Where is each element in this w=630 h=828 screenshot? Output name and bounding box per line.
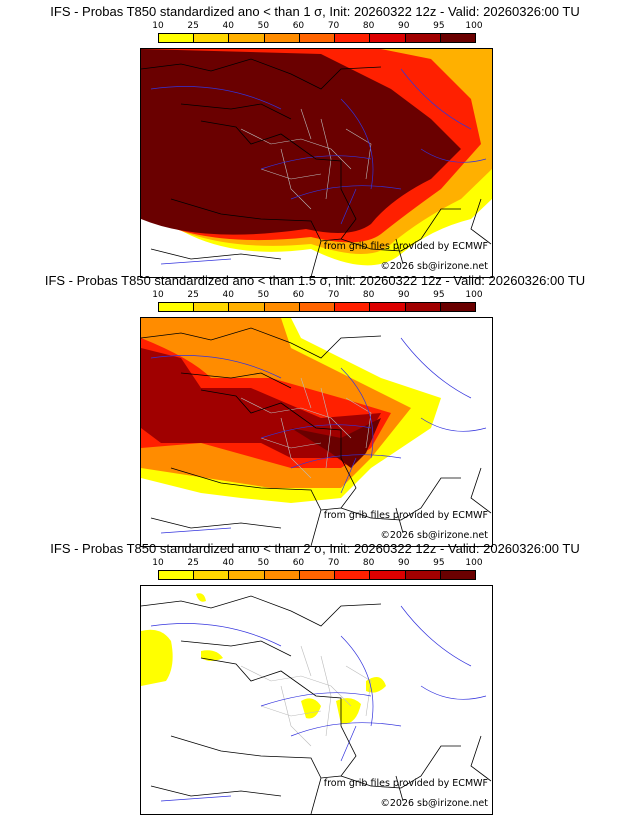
source-credit: from grib files provided by ECMWF	[323, 241, 488, 252]
colorbar-tick-label: 95	[433, 290, 445, 300]
colorbar	[158, 302, 476, 312]
colorbar-swatch	[159, 571, 195, 579]
colorbar-tick-label: 95	[433, 21, 445, 31]
copyright-credit: ©2026 sb@irizone.net	[380, 261, 488, 272]
colorbar-tick-label: 10	[152, 290, 164, 300]
panel-title: IFS - Probas T850 standardized ano < tha…	[50, 541, 580, 556]
colorbar-swatch	[194, 571, 230, 579]
colorbar-tick-label: 80	[362, 21, 375, 31]
colorbar-tick-label: 40	[222, 21, 234, 31]
colorbar-swatch	[335, 571, 371, 579]
colorbar-tick-label: 90	[398, 21, 410, 31]
colorbar-swatch	[264, 303, 300, 311]
source-credit: from grib files provided by ECMWF	[323, 778, 488, 789]
colorbar-swatch	[405, 571, 441, 579]
colorbar-tick-label: 50	[257, 290, 270, 300]
colorbar-tick-label: 10	[152, 558, 164, 568]
panel-title: IFS - Probas T850 standardized ano < tha…	[44, 273, 586, 288]
colorbar-swatch	[370, 571, 406, 579]
colorbar-tick-label: 70	[327, 290, 340, 300]
map-graphic	[141, 318, 492, 546]
colorbar-tick-label: 95	[433, 558, 445, 568]
colorbar-swatch	[264, 571, 300, 579]
colorbar-tick-label: 100	[465, 558, 483, 568]
colorbar-tick-label: 90	[398, 290, 410, 300]
colorbar-ticks: 10 25 40 50 60 70 80 90 95 100	[152, 21, 482, 32]
probability-map: from grib files provided by ECMWF ©2026 …	[140, 585, 493, 815]
colorbar-tick-label: 25	[187, 290, 199, 300]
colorbar-ticks: 10 25 40 50 60 70 80 90 95 100	[152, 558, 482, 569]
colorbar	[158, 33, 476, 43]
colorbar-ticks: 10 25 40 50 60 70 80 90 95 100	[152, 290, 482, 301]
map-graphic	[141, 586, 492, 814]
colorbar-swatch	[405, 34, 441, 42]
colorbar-swatch	[440, 571, 475, 579]
copyright-credit: ©2026 sb@irizone.net	[380, 798, 488, 809]
forecast-panel-2: IFS - Probas T850 standardized ano < tha…	[0, 269, 630, 547]
colorbar-swatch	[335, 303, 371, 311]
colorbar-swatch	[299, 571, 336, 579]
colorbar-swatch	[159, 34, 195, 42]
colorbar-tick-label: 60	[292, 558, 305, 568]
colorbar-tick-label: 100	[465, 290, 483, 300]
colorbar-swatch	[440, 303, 475, 311]
probability-map: from grib files provided by ECMWF ©2026 …	[140, 317, 493, 547]
colorbar-swatch	[194, 34, 230, 42]
colorbar-tick-label: 25	[187, 558, 199, 568]
colorbar-swatch	[159, 303, 195, 311]
colorbar	[158, 570, 476, 580]
forecast-panel-1: IFS - Probas T850 standardized ano < tha…	[0, 0, 630, 278]
source-credit: from grib files provided by ECMWF	[323, 510, 488, 521]
colorbar-tick-label: 90	[398, 558, 410, 568]
colorbar-swatch	[229, 571, 265, 579]
colorbar-swatch	[370, 34, 406, 42]
colorbar-tick-label: 60	[292, 290, 305, 300]
panel-title: IFS - Probas T850 standardized ano < tha…	[50, 4, 580, 19]
map-graphic	[141, 49, 492, 277]
copyright-credit: ©2026 sb@irizone.net	[380, 530, 488, 541]
colorbar-tick-label: 10	[152, 21, 164, 31]
colorbar-tick-label: 70	[327, 558, 340, 568]
colorbar-swatch	[229, 34, 265, 42]
colorbar-swatch	[229, 303, 265, 311]
colorbar-tick-label: 50	[257, 558, 270, 568]
colorbar-tick-label: 70	[327, 21, 340, 31]
colorbar-swatch	[194, 303, 230, 311]
colorbar-tick-label: 40	[222, 558, 234, 568]
colorbar-tick-label: 60	[292, 21, 305, 31]
forecast-panel-3: IFS - Probas T850 standardized ano < tha…	[0, 537, 630, 815]
colorbar-swatch	[299, 303, 336, 311]
colorbar-tick-label: 50	[257, 21, 270, 31]
colorbar-tick-label: 25	[187, 21, 199, 31]
probability-map: from grib files provided by ECMWF ©2026 …	[140, 48, 493, 278]
colorbar-swatch	[335, 34, 371, 42]
colorbar-tick-label: 100	[465, 21, 483, 31]
colorbar-tick-label: 40	[222, 290, 234, 300]
colorbar-swatch	[440, 34, 475, 42]
colorbar-tick-label: 80	[362, 290, 375, 300]
colorbar-swatch	[299, 34, 336, 42]
colorbar-swatch	[405, 303, 441, 311]
colorbar-swatch	[370, 303, 406, 311]
colorbar-tick-label: 80	[362, 558, 375, 568]
colorbar-swatch	[264, 34, 300, 42]
